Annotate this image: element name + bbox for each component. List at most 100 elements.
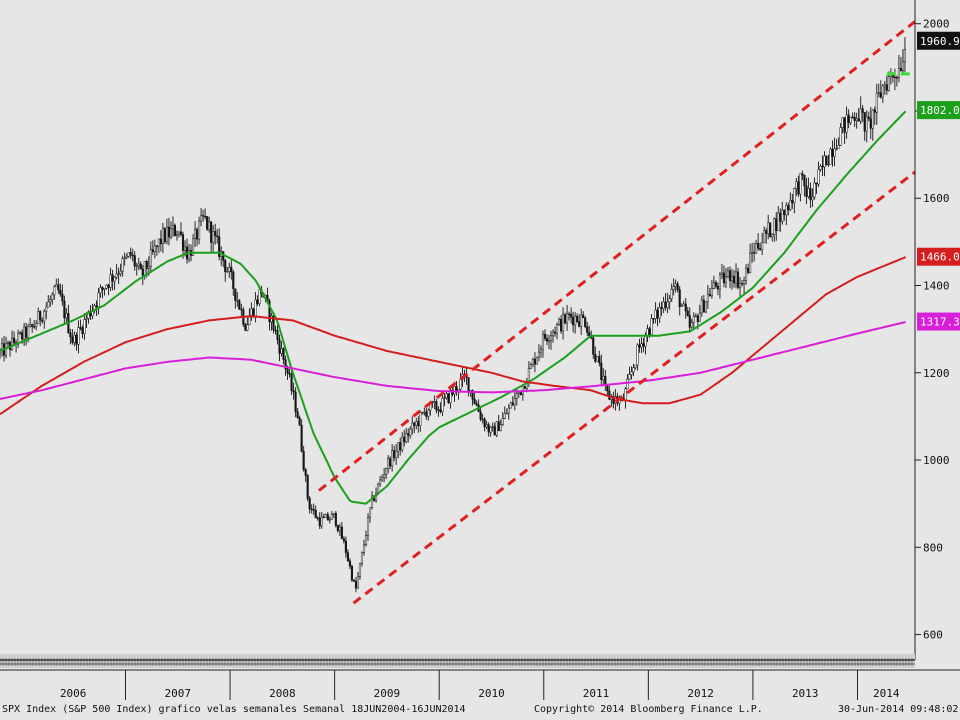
candle-body: [151, 249, 154, 253]
candle-body: [638, 344, 641, 348]
candle-body: [340, 526, 343, 539]
price-label: 1802.02: [920, 104, 960, 117]
candle-body: [280, 348, 283, 354]
candle-body: [306, 475, 309, 499]
candle-body: [298, 417, 301, 426]
candle-body: [202, 215, 205, 217]
candle-body: [805, 185, 808, 197]
candle-body: [423, 411, 426, 414]
candle-body: [640, 343, 643, 348]
candle-body: [276, 330, 279, 340]
candle-body: [849, 116, 852, 124]
footer-timestamp: 30-Jun-2014 09:48:02: [838, 704, 959, 715]
candle-body: [383, 474, 386, 478]
candle-body: [596, 356, 599, 362]
candle-body: [644, 335, 647, 347]
candle-body: [668, 298, 671, 303]
candle-body: [87, 311, 90, 319]
price-tick-label: 600: [923, 629, 943, 642]
candle-body: [636, 344, 639, 366]
candle-body: [797, 181, 800, 195]
candle-body: [55, 284, 58, 288]
candle-body: [23, 326, 26, 340]
candle-body: [127, 252, 130, 257]
candle-body: [381, 476, 384, 481]
price-tick-label: 1400: [923, 280, 950, 293]
candle-body: [196, 229, 199, 240]
candle-body: [103, 287, 106, 290]
candle-body: [732, 275, 736, 284]
candle-body: [175, 233, 179, 236]
candle-body: [356, 576, 360, 589]
trend-lines-group: [318, 20, 916, 605]
candle-body: [244, 324, 247, 331]
candle-body: [630, 371, 633, 375]
candle-body: [523, 386, 526, 389]
candle-body: [558, 318, 561, 325]
candle-body: [161, 228, 164, 245]
candle-body: [123, 257, 126, 259]
candle-body: [159, 238, 162, 245]
candle-body: [57, 284, 60, 291]
candle-body: [157, 238, 160, 247]
candle-body: [63, 300, 66, 319]
candle-body: [680, 305, 683, 308]
candle-body: [759, 248, 762, 250]
price-tick-label: 1200: [923, 367, 950, 380]
candle-body: [212, 231, 215, 243]
candle-body: [817, 169, 820, 185]
year-label: 2014: [873, 687, 900, 700]
candle-body: [143, 261, 146, 276]
candle-body: [592, 337, 595, 355]
candle-body: [117, 273, 120, 275]
candle-body: [69, 332, 72, 338]
candle-body: [654, 309, 657, 319]
candle-body: [736, 271, 740, 288]
candle-body: [445, 393, 448, 398]
candle-body: [650, 318, 653, 335]
candle-body: [555, 324, 559, 334]
candle-body: [218, 236, 221, 257]
candle-body: [877, 92, 880, 94]
candle-body: [793, 188, 796, 204]
candle-body: [541, 333, 545, 350]
candle-body: [582, 314, 585, 319]
candle-body: [487, 424, 490, 433]
candle-body: [749, 253, 752, 273]
candle-body: [547, 340, 551, 342]
candle-body: [863, 112, 866, 132]
candle-body: [75, 334, 78, 345]
candle-body: [145, 261, 148, 269]
candle-body: [899, 67, 902, 71]
candle-body: [509, 402, 512, 409]
candle-body: [326, 514, 329, 521]
candle-body: [566, 313, 569, 324]
candle-body: [791, 200, 794, 204]
candle-body: [682, 303, 685, 306]
candle-body: [208, 221, 211, 230]
candle-body: [330, 514, 333, 520]
candle-body: [198, 220, 201, 240]
candle-body: [702, 299, 705, 313]
candle-body: [125, 256, 128, 259]
candle-body: [564, 314, 567, 324]
candle-body: [268, 300, 271, 323]
candle-body: [568, 313, 571, 315]
candle-body: [704, 301, 707, 313]
candle-body: [499, 424, 502, 432]
candle-body: [769, 222, 772, 238]
candle-body: [535, 356, 538, 365]
candle-body: [761, 242, 764, 250]
candle-body: [232, 271, 235, 289]
candle-body: [238, 300, 241, 310]
candle-body: [282, 348, 285, 360]
candle-body: [714, 282, 717, 287]
candle-body: [183, 246, 187, 251]
candle-body: [177, 231, 181, 235]
candle-body: [332, 513, 335, 515]
candle-body: [362, 544, 366, 553]
year-label: 2008: [269, 687, 296, 700]
candle-body: [835, 148, 838, 150]
candle-body: [600, 362, 603, 381]
candle-body: [845, 114, 848, 133]
